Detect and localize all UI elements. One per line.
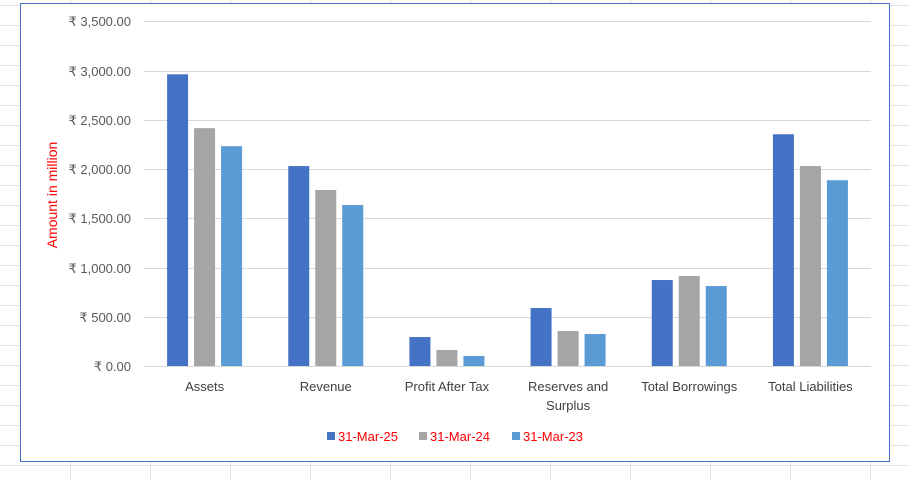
bar-31-Mar-24[interactable] — [194, 128, 216, 366]
y-tick-label: ₹ 2,500.00 — [69, 113, 132, 128]
bar-31-Mar-25[interactable] — [772, 134, 794, 366]
x-tick-label: Surplus — [546, 398, 591, 413]
bar-31-Mar-23[interactable] — [342, 204, 364, 366]
bar-31-Mar-24[interactable] — [799, 166, 821, 366]
bar-31-Mar-24[interactable] — [678, 275, 700, 366]
bar-31-Mar-25[interactable] — [530, 307, 552, 366]
bar-31-Mar-25[interactable] — [651, 280, 673, 366]
x-tick-label: Profit After Tax — [405, 379, 490, 394]
legend-swatch — [327, 432, 335, 440]
y-tick-label: ₹ 500.00 — [79, 310, 131, 325]
chart-area[interactable] — [20, 3, 890, 462]
x-tick-label: Revenue — [300, 379, 352, 394]
bar-31-Mar-24[interactable] — [315, 190, 337, 366]
legend-label[interactable]: 31-Mar-24 — [430, 429, 490, 444]
bar-31-Mar-25[interactable] — [167, 74, 189, 367]
bar-31-Mar-24[interactable] — [557, 331, 579, 366]
gridlines — [144, 21, 871, 367]
bar-31-Mar-24[interactable] — [436, 350, 458, 366]
x-tick-label: Reserves and — [528, 379, 608, 394]
legend-swatch — [419, 432, 427, 440]
legend-label[interactable]: 31-Mar-25 — [338, 429, 398, 444]
x-tick-label: Assets — [185, 379, 225, 394]
bar-31-Mar-23[interactable] — [826, 180, 848, 366]
y-tick-label: ₹ 1,500.00 — [69, 211, 132, 226]
y-tick-label: ₹ 3,500.00 — [69, 14, 132, 29]
bar-31-Mar-23[interactable] — [221, 146, 243, 366]
y-tick-label: ₹ 2,000.00 — [69, 162, 132, 177]
y-tick-label: ₹ 1,000.00 — [69, 261, 132, 276]
y-axis-ticks: ₹ 0.00 ₹ 500.00 ₹ 1,000.00 ₹ 1,500.00 ₹ 2,00… — [69, 14, 132, 374]
legend-swatch — [512, 432, 520, 440]
bar-31-Mar-23[interactable] — [584, 333, 606, 366]
legend[interactable]: 31-Mar-25 31-Mar-24 31-Mar-23 — [327, 429, 583, 444]
y-tick-label: ₹ 3,000.00 — [69, 64, 132, 79]
bar-31-Mar-23[interactable] — [463, 355, 485, 366]
bars — [167, 74, 848, 367]
x-tick-label: Total Liabilities — [768, 379, 853, 394]
x-axis-ticks: Assets Revenue Profit After Tax Reserves an… — [185, 379, 853, 413]
bar-31-Mar-23[interactable] — [705, 286, 727, 366]
x-tick-label: Total Borrowings — [641, 379, 738, 394]
bar-31-Mar-25[interactable] — [409, 337, 431, 366]
legend-label[interactable]: 31-Mar-23 — [523, 429, 583, 444]
y-axis-label: Amount in million — [44, 142, 60, 249]
bar-31-Mar-25[interactable] — [288, 166, 310, 366]
y-tick-label: ₹ 0.00 — [94, 359, 131, 374]
